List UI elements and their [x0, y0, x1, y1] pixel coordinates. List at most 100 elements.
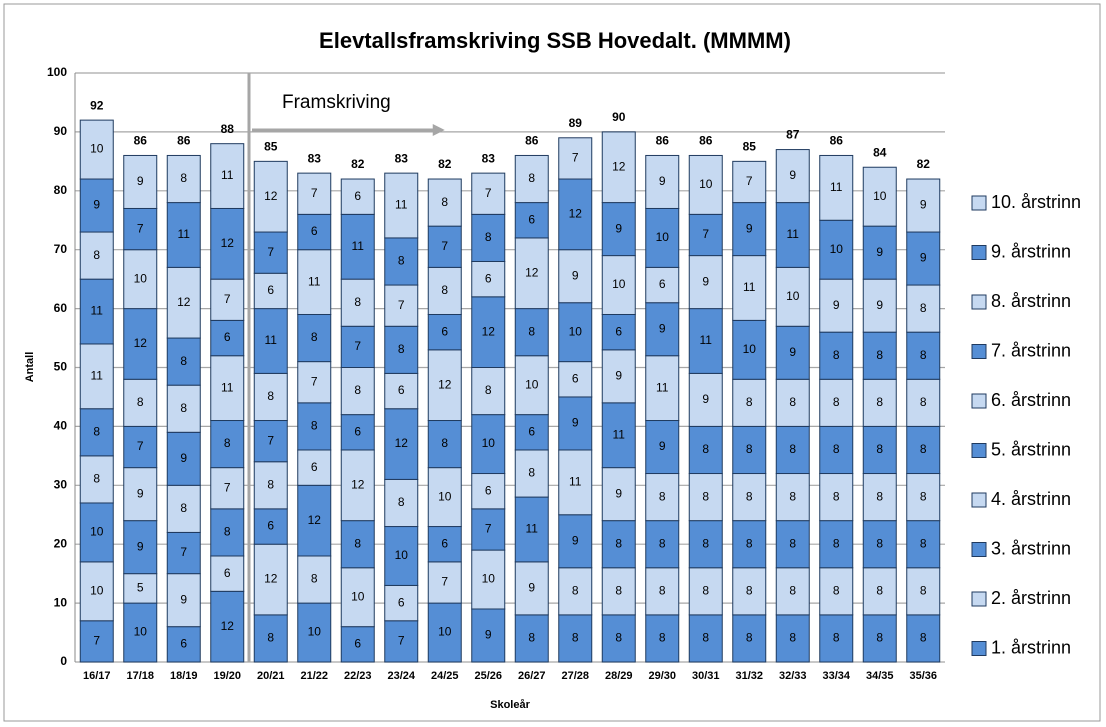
legend-swatch [971, 344, 987, 359]
bar-segment [123, 573, 158, 604]
bar-segment [253, 461, 288, 510]
data-label: 8 [354, 295, 361, 309]
legend-swatch [971, 245, 987, 260]
data-label: 11 [221, 168, 234, 182]
data-label: 8 [180, 354, 187, 368]
bar-segment [862, 425, 897, 475]
bar-segment [688, 614, 723, 663]
data-label: 9 [789, 168, 796, 182]
data-label: 8 [702, 442, 709, 456]
legend-swatch [971, 542, 987, 557]
bar-segment [732, 319, 767, 380]
bar-segment [384, 584, 419, 622]
data-label: 7 [441, 239, 448, 253]
data-label: 8 [354, 383, 361, 397]
bar-segment [297, 602, 332, 663]
data-label: 6 [441, 324, 448, 338]
data-label: 8 [833, 489, 840, 503]
total-label: 82 [917, 157, 931, 171]
data-label: 8 [746, 395, 753, 409]
bar-segment [123, 602, 158, 663]
data-label: 8 [659, 489, 666, 503]
bar-segment [732, 255, 767, 321]
data-label: 10 [525, 377, 539, 391]
bar-segment [732, 202, 767, 257]
data-label: 12 [395, 436, 409, 450]
bar-segment [775, 149, 810, 204]
bar-segment [471, 508, 506, 551]
bar-segment [210, 143, 245, 209]
legend-swatch [971, 393, 987, 409]
legend-swatch [971, 591, 987, 607]
bar-segment [819, 219, 854, 280]
data-label: 8 [920, 489, 927, 503]
bar-segment [123, 467, 158, 522]
data-label: 11 [91, 369, 104, 383]
bar-segment [906, 378, 941, 427]
data-label: 6 [572, 371, 579, 385]
data-label: 8 [528, 324, 535, 338]
bar-segment [645, 355, 680, 422]
bar-segment [558, 137, 593, 180]
bar-segment [862, 378, 897, 427]
bar-segment [253, 508, 288, 545]
bar-segment [210, 590, 245, 663]
data-label: 8 [180, 401, 187, 415]
data-label: 8 [659, 536, 666, 550]
bar-segment [123, 378, 158, 427]
data-label: 6 [485, 271, 492, 285]
data-label: 8 [746, 631, 753, 645]
data-label: 8 [876, 536, 883, 550]
bar-segment [123, 425, 158, 469]
data-label: 8 [311, 572, 318, 586]
data-label: 10 [438, 625, 452, 639]
x-tick-label: 27/28 [561, 670, 589, 682]
data-label: 6 [224, 566, 231, 580]
data-label: 8 [746, 489, 753, 503]
bar-segment [384, 325, 419, 374]
bar-segment [645, 473, 680, 522]
data-label: 12 [612, 159, 626, 173]
bar-segment [427, 178, 462, 227]
bar-segment [297, 484, 332, 557]
data-label: 9 [180, 592, 187, 606]
y-tick-label: 50 [54, 360, 68, 374]
data-label: 11 [700, 333, 713, 347]
bar-segment [688, 520, 723, 569]
data-label: 8 [746, 583, 753, 597]
bar-segment [558, 396, 593, 451]
bar-segment [558, 449, 593, 516]
data-label: 6 [354, 424, 361, 438]
legend-label: 8. årstrinn [991, 291, 1071, 311]
bar-segment [123, 520, 158, 575]
bar-segment [819, 154, 854, 221]
data-label: 12 [264, 572, 278, 586]
bar-segment [79, 119, 114, 180]
bar-segment [253, 231, 288, 274]
bar-segment [340, 213, 375, 280]
bar-segment [906, 331, 941, 380]
bar-segment [427, 225, 462, 268]
bar-segment [514, 414, 549, 451]
data-label: 6 [441, 536, 448, 550]
bar-segment [601, 402, 636, 469]
data-label: 7 [485, 186, 492, 200]
data-label: 10 [90, 142, 104, 156]
data-label: 8 [746, 442, 753, 456]
legend-swatch [971, 195, 987, 211]
bar-segment [384, 408, 419, 480]
bar-segment [558, 361, 593, 398]
y-tick-label: 100 [47, 65, 67, 79]
bar-segment [775, 325, 810, 380]
data-label: 9 [920, 251, 927, 265]
data-label: 12 [351, 477, 365, 491]
bar-segment [688, 372, 723, 427]
bar-segment [819, 425, 854, 475]
x-tick-label: 22/23 [344, 670, 372, 682]
data-label: 6 [267, 519, 274, 533]
data-label: 12 [264, 189, 278, 203]
y-tick-label: 0 [60, 654, 67, 668]
data-label: 8 [615, 631, 622, 645]
bar-segment [514, 355, 549, 416]
